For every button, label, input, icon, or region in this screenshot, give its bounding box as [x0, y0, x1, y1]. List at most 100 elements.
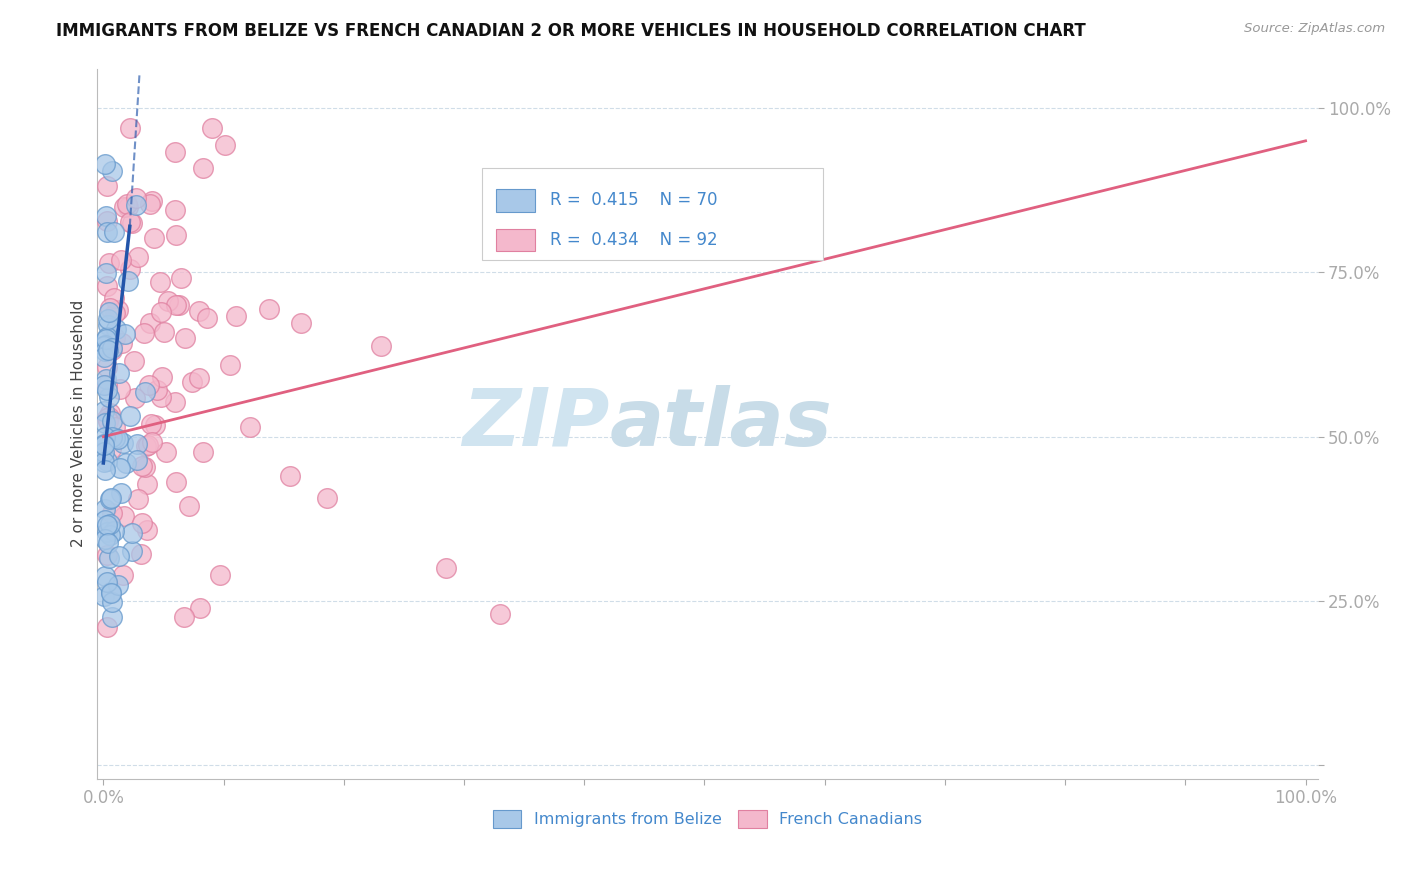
Text: R =  0.434    N = 92: R = 0.434 N = 92	[550, 231, 717, 249]
Point	[257, 301, 280, 316]
Point	[105, 322, 128, 336]
Point	[141, 417, 163, 431]
Point	[177, 499, 200, 513]
Point	[131, 458, 153, 473]
Point	[93, 444, 115, 458]
Point	[141, 434, 163, 449]
Point	[125, 191, 148, 205]
Point	[107, 302, 129, 317]
Point	[143, 230, 166, 244]
Point	[125, 197, 148, 211]
Point	[97, 390, 120, 404]
Point	[93, 455, 115, 469]
Point	[132, 326, 155, 340]
Point	[214, 138, 236, 153]
Point	[165, 203, 187, 218]
FancyBboxPatch shape	[496, 189, 536, 211]
Point	[96, 378, 118, 392]
Point	[94, 338, 117, 352]
Point	[118, 214, 141, 228]
Point	[96, 330, 118, 344]
Point	[97, 318, 120, 333]
Point	[208, 568, 231, 582]
Point	[122, 354, 145, 368]
Point	[112, 509, 135, 524]
Point	[96, 518, 118, 533]
Point	[149, 275, 172, 289]
Point	[96, 620, 118, 634]
Point	[370, 339, 392, 353]
Point	[93, 437, 115, 451]
Point	[153, 325, 176, 339]
Point	[100, 584, 122, 599]
Point	[138, 378, 160, 392]
Point	[101, 343, 124, 358]
Point	[290, 316, 312, 330]
Point	[165, 227, 187, 242]
Point	[96, 332, 118, 346]
Point	[96, 454, 118, 468]
Point	[157, 293, 180, 308]
Point	[96, 524, 118, 539]
Point	[104, 306, 127, 320]
Point	[110, 461, 132, 475]
Point	[127, 491, 149, 506]
Point	[98, 491, 121, 506]
Point	[180, 375, 202, 389]
Point	[136, 438, 159, 452]
Point	[97, 304, 120, 318]
Point	[103, 331, 125, 345]
Point	[135, 439, 157, 453]
Point	[96, 383, 118, 397]
Point	[188, 601, 211, 615]
Point	[97, 256, 120, 270]
Point	[100, 517, 122, 532]
Point	[94, 416, 117, 430]
Point	[94, 430, 117, 444]
Point	[96, 359, 118, 374]
Point	[187, 370, 209, 384]
Point	[107, 578, 129, 592]
Point	[112, 568, 135, 582]
Point	[120, 120, 142, 135]
Point	[100, 491, 122, 506]
Point	[149, 391, 172, 405]
Point	[97, 536, 120, 550]
Point	[278, 469, 301, 483]
Point	[97, 312, 120, 326]
Point	[93, 589, 115, 603]
Point	[129, 547, 152, 561]
Point	[112, 200, 135, 214]
Point	[96, 178, 118, 193]
Point	[103, 524, 125, 539]
Point	[134, 384, 156, 399]
Point	[93, 350, 115, 364]
Point	[96, 266, 118, 280]
Point	[225, 309, 247, 323]
Point	[150, 369, 173, 384]
Point	[101, 595, 124, 609]
FancyBboxPatch shape	[496, 228, 536, 252]
Point	[163, 145, 186, 159]
Point	[101, 414, 124, 428]
Point	[187, 304, 209, 318]
Point	[120, 262, 142, 277]
Point	[93, 339, 115, 353]
Point	[108, 366, 131, 380]
Point	[125, 437, 148, 451]
Point	[155, 445, 177, 459]
Point	[117, 200, 139, 214]
Point	[98, 409, 121, 424]
Point	[165, 475, 187, 490]
Point	[93, 344, 115, 359]
Point	[201, 120, 224, 135]
Text: IMMIGRANTS FROM BELIZE VS FRENCH CANADIAN 2 OR MORE VEHICLES IN HOUSEHOLD CORREL: IMMIGRANTS FROM BELIZE VS FRENCH CANADIA…	[56, 22, 1085, 40]
Point	[94, 513, 117, 527]
Point	[117, 274, 139, 288]
Point	[101, 430, 124, 444]
Point	[94, 372, 117, 386]
Point	[121, 525, 143, 540]
Point	[103, 291, 125, 305]
Point	[110, 382, 132, 396]
Legend: Immigrants from Belize, French Canadians: Immigrants from Belize, French Canadians	[486, 804, 929, 835]
